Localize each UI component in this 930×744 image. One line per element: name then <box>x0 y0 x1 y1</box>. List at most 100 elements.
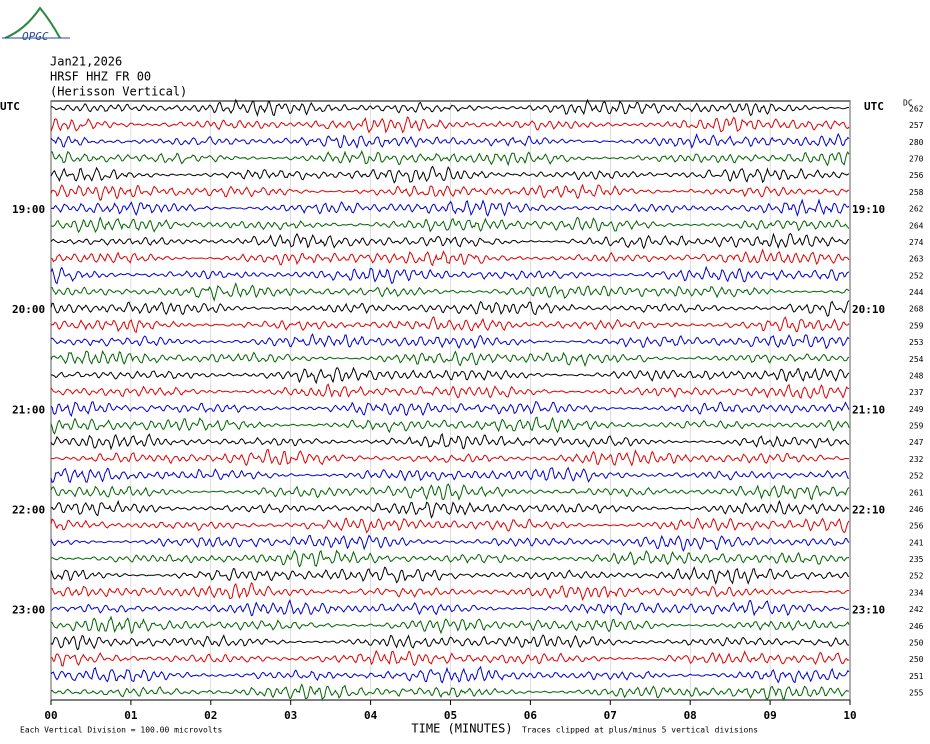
dc-value: 246 <box>909 622 924 631</box>
trace <box>50 599 850 617</box>
dc-value: 261 <box>909 488 924 497</box>
dc-value: 254 <box>909 355 924 364</box>
trace <box>50 183 850 201</box>
right-hour-label: 21:10 <box>852 403 885 416</box>
dc-value: 235 <box>909 555 924 564</box>
right-hour-label: 23:10 <box>852 604 885 617</box>
dc-value: 259 <box>909 321 924 330</box>
x-tick-label: 01 <box>124 709 138 722</box>
station: HRSF HHZ FR 00 <box>50 70 151 84</box>
trace <box>51 248 850 267</box>
dc-value: 257 <box>909 121 924 130</box>
trace <box>50 499 850 519</box>
dc-value: 252 <box>909 572 924 581</box>
dc-value: 256 <box>909 171 924 180</box>
dc-title: DC <box>903 99 913 108</box>
dc-value: 268 <box>909 305 924 314</box>
trace <box>50 517 850 534</box>
trace <box>50 198 850 218</box>
dc-value: 262 <box>909 205 924 214</box>
left-utc: UTC <box>0 100 20 113</box>
trace <box>50 582 850 602</box>
dc-value: 263 <box>909 255 924 264</box>
trace <box>50 165 850 184</box>
x-tick-label: 00 <box>44 709 57 722</box>
right-utc: UTC <box>864 100 884 113</box>
trace <box>50 448 850 467</box>
dc-value: 237 <box>909 388 924 397</box>
trace <box>50 98 849 117</box>
left-hour-label: 19:00 <box>12 203 45 216</box>
clip-note: Traces clipped at plus/minus 5 vertical … <box>522 726 758 735</box>
dc-value: 234 <box>909 588 924 597</box>
trace <box>50 566 850 585</box>
trace <box>50 401 850 418</box>
dc-value: 249 <box>909 405 924 414</box>
dc-value: 270 <box>909 155 924 164</box>
dc-value: 259 <box>909 422 924 431</box>
dc-value: 256 <box>909 522 924 531</box>
x-tick-label: 06 <box>524 709 538 722</box>
dc-value: 247 <box>909 438 924 447</box>
right-hour-label: 20:10 <box>852 303 885 316</box>
right-hour-label: 22:10 <box>852 503 885 516</box>
dc-value: 244 <box>909 288 924 297</box>
trace <box>50 649 850 667</box>
x-tick-label: 04 <box>364 709 378 722</box>
trace <box>50 150 850 167</box>
dc-value: 255 <box>909 689 924 698</box>
dc-value: 252 <box>909 472 924 481</box>
trace <box>50 634 849 651</box>
left-hour-label: 21:00 <box>12 403 45 416</box>
x-tick-label: 10 <box>843 709 856 722</box>
trace <box>50 300 850 317</box>
right-hour-label: 19:10 <box>852 203 885 216</box>
dc-value: 248 <box>909 371 924 380</box>
trace <box>50 383 850 400</box>
left-hour-label: 23:00 <box>12 604 45 617</box>
trace <box>50 116 850 134</box>
left-hour-label: 20:00 <box>12 303 45 316</box>
x-tick-label: 02 <box>204 709 217 722</box>
dc-value: 232 <box>909 455 924 464</box>
dc-value: 253 <box>909 338 924 347</box>
trace <box>50 333 850 350</box>
trace <box>50 316 850 334</box>
dc-value: 251 <box>909 672 924 681</box>
dc-value: 241 <box>909 538 924 547</box>
dc-value: 246 <box>909 505 924 514</box>
trace <box>50 534 850 552</box>
x-axis-title: TIME (MINUTES) <box>411 722 512 736</box>
trace <box>50 416 850 435</box>
trace <box>50 132 850 150</box>
dc-value: 280 <box>909 138 924 147</box>
x-tick-label: 08 <box>684 709 697 722</box>
dc-value: 262 <box>909 105 924 114</box>
trace <box>50 483 850 501</box>
dc-value: 264 <box>909 221 924 230</box>
x-tick-label: 07 <box>604 709 617 722</box>
logo-mark <box>4 6 61 39</box>
dc-value: 258 <box>909 188 924 197</box>
x-tick-label: 03 <box>284 709 297 722</box>
trace <box>50 466 850 483</box>
x-tick-label: 09 <box>763 709 776 722</box>
trace <box>51 282 850 302</box>
left-hour-label: 22:00 <box>12 503 45 516</box>
trace <box>50 683 850 700</box>
trace <box>50 549 850 568</box>
x-tick-label: 05 <box>444 709 457 722</box>
date: Jan21,2026 <box>50 55 122 69</box>
trace <box>50 665 850 684</box>
station-name: (Herisson Vertical) <box>50 85 187 99</box>
trace <box>50 265 850 285</box>
trace <box>50 232 850 250</box>
trace <box>50 216 850 234</box>
logo-text: OPGC <box>22 30 49 43</box>
trace <box>50 366 850 385</box>
trace <box>50 432 850 451</box>
scale-note: Each Vertical Division = 100.00 microvol… <box>20 726 222 735</box>
dc-value: 250 <box>909 638 924 647</box>
trace <box>50 349 850 368</box>
